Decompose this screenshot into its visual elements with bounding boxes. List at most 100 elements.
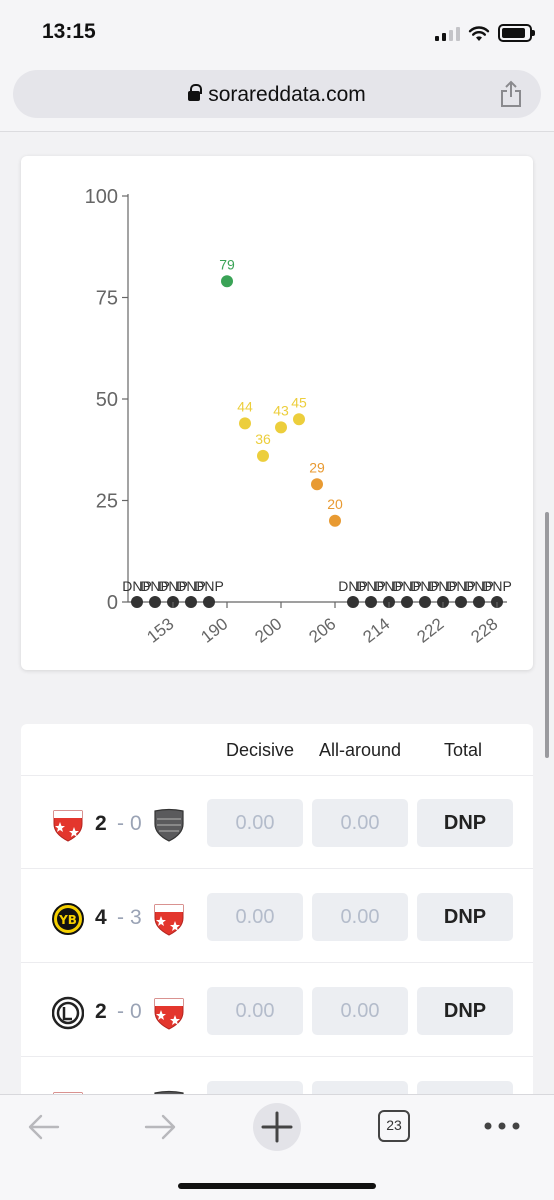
forward-arrow-icon[interactable] <box>142 1113 178 1141</box>
status-time: 13:15 <box>42 20 96 43</box>
url-text: sorareddata.com <box>208 83 366 106</box>
data-label: DNP <box>482 578 512 594</box>
data-point <box>149 596 161 608</box>
table-row[interactable]: 2 - 0 0.00 0.00 DNP <box>21 776 533 869</box>
status-icons <box>435 22 535 44</box>
status-bar: 13:15 <box>0 0 554 64</box>
data-label: DNP <box>176 578 206 594</box>
x-tick-label: 200 <box>251 614 285 646</box>
total-score: DNP <box>417 799 513 847</box>
all-around-score: 0.00 <box>312 893 408 941</box>
away-score: 0 <box>130 812 142 835</box>
browser-toolbar: 23 <box>0 1094 554 1200</box>
decisive-score: 0.00 <box>207 799 303 847</box>
home-score: 2 <box>95 812 107 835</box>
header-decisive: Decisive <box>225 740 295 760</box>
svg-text:YB: YB <box>58 913 77 927</box>
cellular-signal-icon <box>435 25 460 41</box>
score-separator: - <box>117 1000 124 1023</box>
data-label: DNP <box>356 578 386 594</box>
data-label: 79 <box>219 256 235 272</box>
battery-icon <box>498 24 535 42</box>
back-arrow-icon[interactable] <box>26 1113 62 1141</box>
data-label: 29 <box>309 459 325 475</box>
y-tick-label: 25 <box>96 491 118 513</box>
tabs-icon[interactable]: 23 <box>378 1110 410 1142</box>
data-label: 44 <box>237 398 253 414</box>
data-point <box>293 413 305 426</box>
score-chart-card: 0 25 50 75 100 DNP DNP DNP DNP DNP 79 44 36 43 45 29 20 D… <box>21 156 533 670</box>
grey-shield-badge-icon <box>154 808 184 842</box>
data-label: DNP <box>140 578 170 594</box>
x-tick-label: 190 <box>197 614 231 646</box>
lugano-badge-icon <box>52 996 84 1030</box>
data-point <box>455 596 467 608</box>
data-label: DNP <box>122 578 152 594</box>
y-tick-label: 75 <box>96 288 118 310</box>
data-point <box>419 596 431 608</box>
fc-sion-badge-icon <box>154 904 184 936</box>
score-scatter-chart: 0255075100DNPDNPDNPDNPDNP79443643452920D… <box>85 186 512 647</box>
table-header: Decisive All-around Total <box>21 724 533 776</box>
table-row[interactable]: 2 - 0 0.00 0.00 DNP <box>21 964 533 1057</box>
y-tick-label: 50 <box>96 389 118 411</box>
share-icon[interactable] <box>499 80 523 108</box>
x-tick-label: 222 <box>413 614 447 646</box>
header-all-around: All-around <box>318 740 402 760</box>
lock-icon <box>188 84 203 102</box>
data-point <box>473 596 485 608</box>
data-label: DNP <box>338 578 368 594</box>
all-around-score: 0.00 <box>312 799 408 847</box>
x-tick-label: 214 <box>359 614 393 646</box>
data-label: 43 <box>273 402 289 418</box>
plus-icon <box>261 1111 293 1143</box>
data-label: DNP <box>464 578 494 594</box>
data-label: 20 <box>327 496 343 512</box>
data-label: DNP <box>374 578 404 594</box>
scroll-indicator[interactable] <box>545 512 549 758</box>
data-point <box>131 596 143 608</box>
x-tick-label: 206 <box>305 614 339 646</box>
data-point <box>203 596 215 608</box>
data-label: DNP <box>428 578 458 594</box>
data-label: DNP <box>158 578 188 594</box>
data-point <box>221 275 233 288</box>
fc-sion-badge-icon <box>53 810 83 842</box>
new-tab-button[interactable] <box>253 1103 301 1151</box>
data-point <box>311 478 323 491</box>
x-tick-label: 153 <box>143 614 177 646</box>
data-label: DNP <box>392 578 422 594</box>
home-score: 2 <box>95 1000 107 1023</box>
score-separator: - <box>117 906 124 929</box>
data-point <box>365 596 377 608</box>
fc-sion-badge-icon <box>154 998 184 1030</box>
scores-table: Decisive All-around Total 2 - 0 0.00 0.0… <box>21 724 533 1104</box>
score-separator: - <box>117 812 124 835</box>
total-score: DNP <box>417 893 513 941</box>
address-bar[interactable]: sorareddata.com <box>13 70 541 118</box>
total-score: DNP <box>417 987 513 1035</box>
data-label: DNP <box>194 578 224 594</box>
data-label: DNP <box>446 578 476 594</box>
data-label: 36 <box>255 431 271 447</box>
y-tick-label: 0 <box>107 592 118 614</box>
data-point <box>275 421 287 434</box>
data-point <box>185 596 197 608</box>
data-point <box>401 596 413 608</box>
away-score: 0 <box>130 1000 142 1023</box>
data-point <box>239 417 251 430</box>
more-icon[interactable] <box>482 1119 522 1133</box>
data-point <box>347 596 359 608</box>
home-score: 4 <box>95 906 107 929</box>
all-around-score: 0.00 <box>312 987 408 1035</box>
url-display[interactable]: sorareddata.com <box>13 83 541 107</box>
data-label: DNP <box>410 578 440 594</box>
data-label: 45 <box>291 394 307 410</box>
wifi-icon <box>468 25 490 41</box>
young-boys-badge-icon: YB <box>52 903 84 935</box>
home-indicator <box>178 1183 376 1189</box>
y-tick-label: 100 <box>85 186 118 208</box>
decisive-score: 0.00 <box>207 987 303 1035</box>
table-row[interactable]: YB 4 - 3 0.00 0.00 DNP <box>21 870 533 963</box>
away-score: 3 <box>130 906 142 929</box>
